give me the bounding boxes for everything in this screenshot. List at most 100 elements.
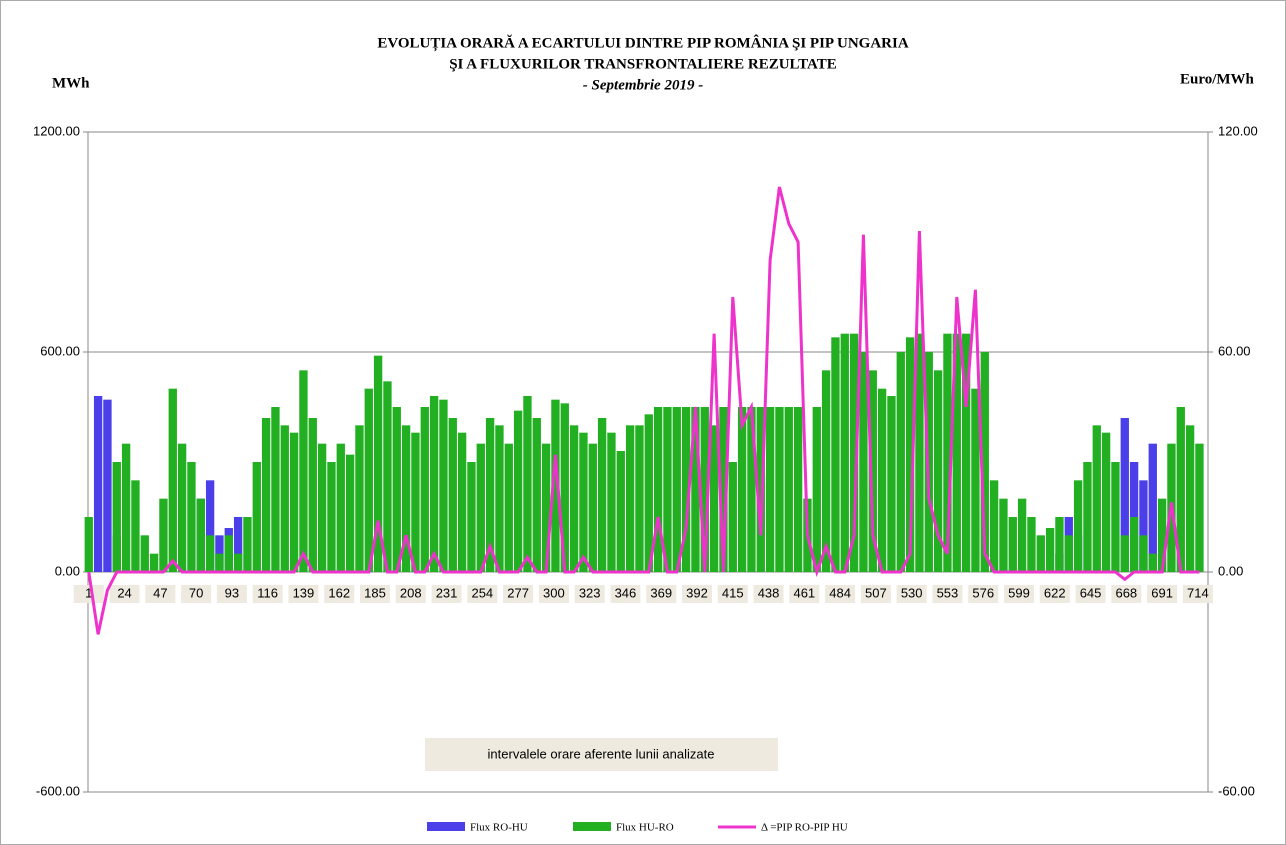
bar — [616, 451, 625, 572]
annotation: intervalele orare aferente lunii analiza… — [488, 746, 715, 761]
bar — [224, 535, 233, 572]
bar — [121, 443, 131, 572]
x-tick-label: 691 — [1151, 585, 1173, 600]
bar — [672, 407, 681, 572]
x-tick-label: 461 — [793, 585, 815, 600]
x-tick-box — [538, 585, 569, 603]
bar — [457, 432, 467, 572]
x-tick-box — [467, 585, 498, 603]
x-tick-label: 162 — [328, 585, 350, 600]
bar — [541, 443, 551, 572]
chart-title: EVOLUȚIA ORARĂ A ECARTULUI DINTRE PIP RO… — [377, 34, 908, 51]
bar — [952, 333, 961, 572]
bar — [149, 553, 159, 572]
x-tick-label: 185 — [364, 585, 386, 600]
bar — [1083, 462, 1092, 572]
bar — [373, 355, 383, 572]
x-tick-label: 1 — [85, 585, 92, 600]
bar — [411, 432, 420, 572]
x-tick-box — [1111, 585, 1142, 603]
bar — [1045, 528, 1055, 572]
bar — [1101, 432, 1111, 572]
bar — [709, 425, 719, 572]
legend-label: Δ =PIP RO-PIP HU — [761, 822, 848, 834]
bar — [915, 333, 924, 572]
x-tick-box — [395, 585, 426, 603]
bar — [429, 396, 439, 572]
x-tick-box — [682, 585, 712, 603]
x-tick-box — [360, 585, 390, 603]
bar — [859, 352, 868, 572]
x-tick-label: 369 — [650, 585, 672, 600]
bar — [999, 498, 1008, 572]
bar — [1036, 535, 1045, 572]
x-tick-box — [288, 585, 319, 603]
bar — [1092, 425, 1101, 572]
bar — [896, 352, 905, 572]
bar — [784, 407, 793, 572]
bar — [961, 333, 971, 572]
bar — [84, 517, 93, 572]
bar — [243, 517, 252, 572]
bar — [205, 535, 215, 572]
x-tick-label: 254 — [471, 585, 493, 600]
bar — [504, 443, 513, 572]
bar — [812, 407, 821, 572]
bar — [523, 396, 532, 572]
bar — [280, 425, 289, 572]
bar — [299, 370, 308, 572]
bar — [1139, 480, 1148, 572]
bar — [467, 462, 476, 572]
bar — [336, 443, 345, 572]
bar — [691, 407, 700, 572]
bar — [980, 352, 989, 572]
bar — [663, 407, 672, 572]
bar — [737, 407, 747, 572]
bar — [215, 535, 224, 572]
bar — [1157, 498, 1167, 572]
bar — [1120, 418, 1129, 572]
legend-label: Flux RO-HU — [470, 822, 528, 834]
x-tick-box — [181, 585, 212, 603]
bar — [112, 462, 121, 572]
x-tick-label: 415 — [722, 585, 744, 600]
bar — [989, 480, 999, 572]
x-tick-box — [789, 585, 820, 603]
x-tick-label: 93 — [225, 585, 239, 600]
bar — [849, 333, 859, 572]
bar — [1111, 462, 1120, 572]
bar — [831, 337, 840, 572]
bar — [308, 418, 317, 572]
bar — [588, 443, 597, 572]
x-tick-label: 208 — [400, 585, 422, 600]
x-tick-label: 484 — [829, 585, 851, 600]
x-tick-box — [109, 585, 140, 603]
bar — [821, 370, 831, 572]
bar — [840, 333, 849, 572]
bar — [635, 425, 644, 572]
x-tick-box — [1147, 585, 1178, 603]
bar — [644, 414, 653, 572]
bar — [719, 407, 728, 572]
x-tick-box — [896, 585, 927, 603]
chart-subtitle: - Septembrie 2019 - — [583, 77, 703, 93]
bar — [448, 418, 457, 572]
chart-title-2: ŞI A FLUXURILOR TRANSFRONTALIERE REZULTA… — [449, 56, 837, 72]
y2-tick-label: 0.00 — [1218, 563, 1243, 578]
y-axis-label: MWh — [52, 75, 90, 91]
annotation-box — [425, 738, 778, 771]
bar — [1064, 535, 1073, 572]
bar — [364, 388, 373, 572]
bar — [131, 480, 140, 572]
bar — [1129, 517, 1139, 572]
x-tick-label: 622 — [1044, 585, 1066, 600]
x-tick-label: 714 — [1187, 585, 1209, 600]
bar — [485, 418, 495, 572]
x-tick-box — [646, 585, 677, 603]
bar — [392, 407, 401, 572]
bar — [196, 498, 205, 572]
bar — [271, 407, 280, 572]
legend-swatch — [427, 822, 465, 831]
y2-tick-label: 60.00 — [1218, 343, 1251, 358]
